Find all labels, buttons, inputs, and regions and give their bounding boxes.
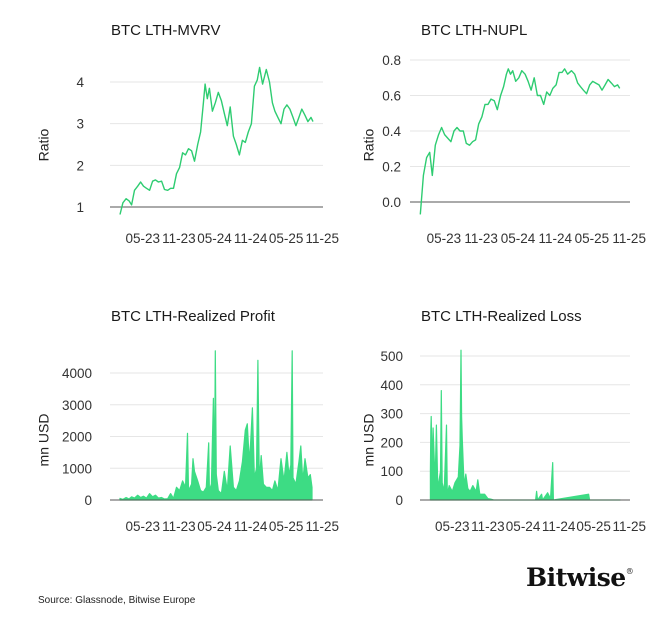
x-tick-label: 11-25: [305, 231, 339, 246]
y-tick-label: 2: [76, 158, 84, 173]
x-tick-label: 11-23: [471, 519, 505, 534]
y-tick-label: 1: [76, 200, 84, 215]
y-tick-label: 300: [380, 407, 403, 422]
x-tick-label: 11-23: [162, 231, 196, 246]
x-tick-label: 05-23: [125, 231, 160, 246]
y-tick-label: 200: [380, 435, 403, 450]
x-tick-label: 11-25: [305, 519, 339, 534]
y-tick-label: 4000: [62, 366, 92, 381]
y-tick-label: 0.2: [382, 160, 401, 175]
chart-3: 0 1000 2000 3000 4000 05-23 11-23 05-24 11-24 05-…: [62, 350, 339, 534]
y-tick-label: 100: [380, 464, 403, 479]
chart-title: BTC LTH-NUPL: [421, 22, 528, 39]
y-axis-label: Ratio: [359, 128, 376, 162]
x-tick-label: 11-24: [234, 231, 268, 246]
x-tick-label: 11-24: [538, 231, 572, 246]
x-tick-label: 05-23: [125, 519, 160, 534]
chart-title: BTC LTH-Realized Profit: [111, 308, 275, 325]
y-axis-label: mn USD: [359, 413, 376, 467]
x-tick-label: 05-24: [501, 231, 536, 246]
y-tick-label: 0.4: [382, 124, 401, 139]
x-tick-label: 05-25: [269, 231, 304, 246]
x-tick-label: 11-24: [542, 519, 576, 534]
y-tick-label: 0.6: [382, 89, 401, 104]
chart-1: 1 2 3 4 05-23 11-23 05-24 11-24 05-25 11-25: [76, 66, 339, 246]
chart-title: BTC LTH-MVRV: [111, 22, 221, 39]
y-tick-label: 0.8: [382, 53, 401, 68]
x-tick-label: 11-23: [464, 231, 498, 246]
registered-mark: ®: [625, 567, 634, 576]
y-tick-label: 500: [380, 349, 403, 364]
y-axis-label: mn USD: [34, 413, 51, 467]
x-tick-label: 11-25: [612, 231, 646, 246]
series-area: [429, 349, 621, 501]
chart-2: 0.0 0.2 0.4 0.6 0.8 05-23 11-23 05-24 11-24 05-25…: [382, 53, 646, 246]
x-tick-label: 11-25: [612, 519, 646, 534]
y-tick-label: 3000: [62, 398, 92, 413]
x-tick-label: 05-25: [575, 231, 610, 246]
y-tick-label: 4: [76, 75, 84, 90]
x-tick-label: 05-23: [427, 231, 462, 246]
chart-4: 0 100 200 300 400 500 05-23 11-23 05-24 11-24 05-2…: [380, 349, 646, 534]
y-tick-label: 400: [380, 378, 403, 393]
x-tick-label: 05-23: [435, 519, 470, 534]
y-tick-label: 0: [84, 493, 92, 508]
bitwise-logo: Bitwise®: [526, 563, 634, 592]
x-tick-label: 11-23: [162, 519, 196, 534]
series-area: [119, 350, 313, 501]
y-tick-label: 2000: [62, 430, 92, 445]
x-tick-label: 11-24: [234, 519, 268, 534]
y-axis-label: Ratio: [34, 128, 51, 162]
x-tick-label: 05-24: [197, 519, 232, 534]
x-tick-label: 05-25: [576, 519, 611, 534]
y-tick-label: 1000: [62, 461, 92, 476]
chart-title: BTC LTH-Realized Loss: [421, 308, 582, 325]
x-tick-label: 05-24: [506, 519, 541, 534]
series-line: [119, 66, 314, 215]
y-tick-label: 0.0: [382, 195, 401, 210]
source-note: Source: Glassnode, Bitwise Europe: [38, 595, 196, 606]
x-tick-label: 05-24: [197, 231, 232, 246]
series-line: [419, 68, 621, 215]
x-tick-label: 05-25: [269, 519, 304, 534]
logo-text: Bitwise: [526, 563, 626, 592]
y-tick-label: 3: [76, 117, 84, 132]
y-tick-label: 0: [395, 493, 403, 508]
